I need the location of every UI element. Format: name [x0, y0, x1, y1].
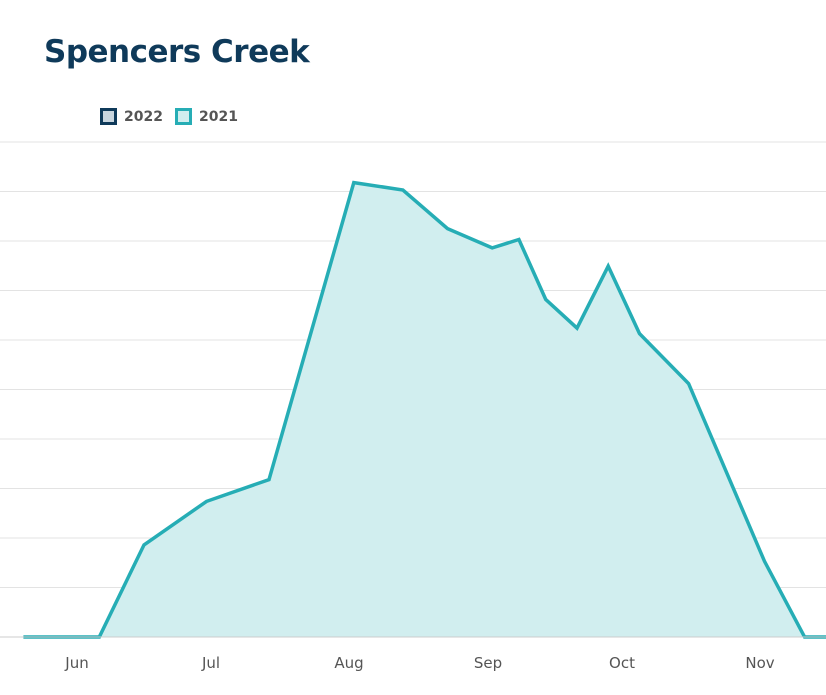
- legend-label-2021: 2021: [198, 108, 238, 125]
- series-2021-line: [23, 180, 826, 639]
- x-tick-label: Aug: [334, 654, 363, 672]
- legend-item-2021[interactable]: 2021: [174, 108, 238, 125]
- legend-item-2022[interactable]: 2022: [100, 108, 163, 125]
- x-tick-label: Nov: [745, 654, 774, 672]
- legend-swatch-2022: [100, 108, 117, 125]
- series-2021: [23, 180, 826, 639]
- x-tick-label: Oct: [609, 654, 635, 672]
- legend-label-2022: 2022: [124, 108, 163, 125]
- chart-title: Spencers Creek: [44, 34, 310, 70]
- legend-swatch-2021: [174, 108, 192, 125]
- chart-legend: 2022 2021: [100, 108, 238, 125]
- x-axis: Jun Jul Aug Sep Oct Nov: [0, 636, 826, 672]
- x-tick-label: Jun: [64, 654, 88, 672]
- series-2021-area: [23, 182, 826, 637]
- x-tick-label: Sep: [474, 654, 502, 672]
- x-tick-label: Jul: [201, 654, 220, 672]
